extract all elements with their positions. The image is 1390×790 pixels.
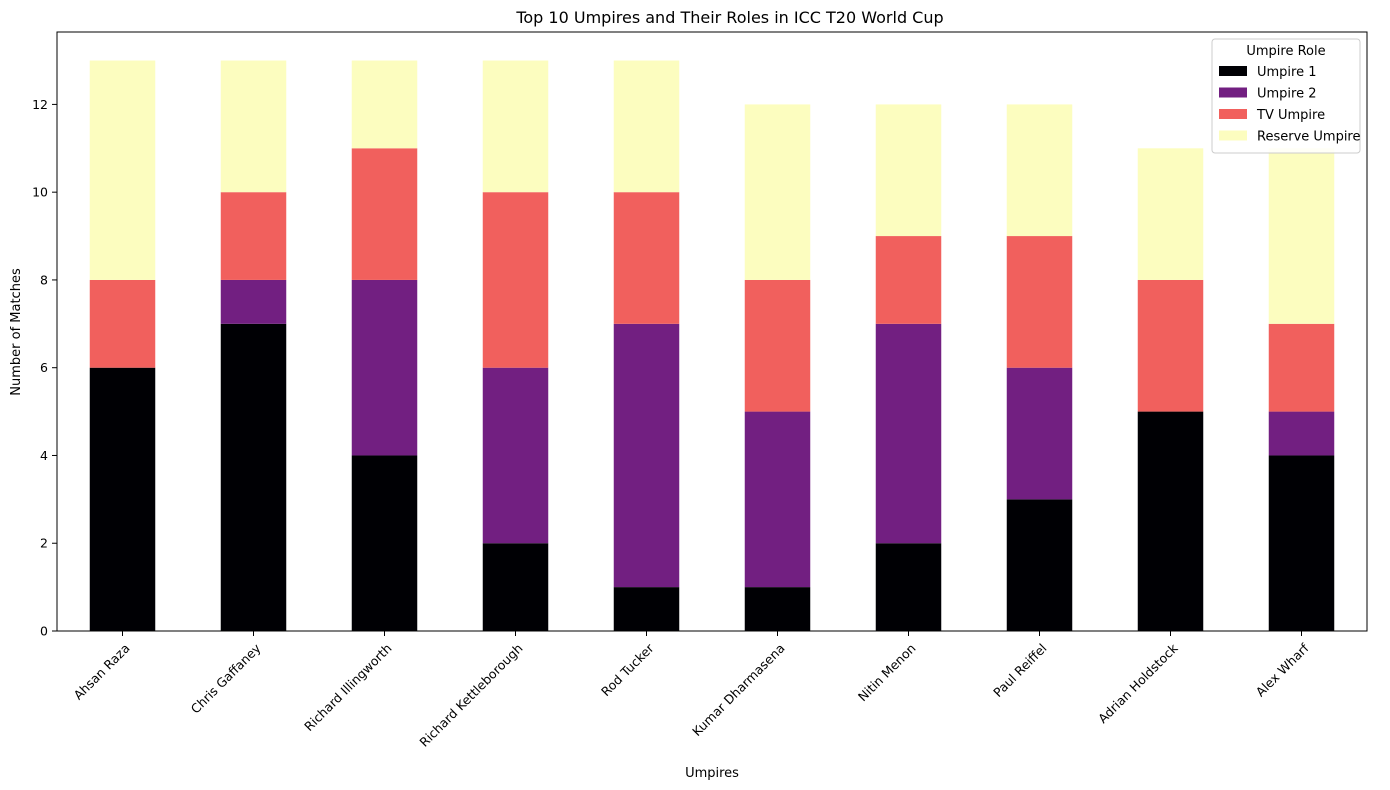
bar-segment-reserve-umpire [482,60,549,193]
x-tick-label: Paul Reiffel [990,641,1049,700]
x-tick-label: Richard Kettleborough [416,641,525,750]
bar-segment-umpire-1 [482,543,549,631]
bar-segment-umpire-1 [875,543,942,631]
bar-segment-umpire-1 [1006,499,1073,631]
y-axis: 0 2 4 6 8 10 12 [32,97,57,639]
y-tick-label: 10 [32,185,48,200]
bar-segment-tv-umpire [875,236,942,324]
bar-segment-umpire-1 [351,455,418,631]
legend: Umpire Role Umpire 1 Umpire 2 TV Umpire Rese… [1211,38,1361,154]
x-axis: Ahsan Raza Chris Gaffaney Richard Illingwo… [71,631,1312,750]
bar-segment-umpire-1 [1137,411,1204,631]
bar-segment-tv-umpire [744,279,811,412]
bar-segment-umpire-1 [613,587,680,631]
y-tick-label: 0 [40,624,48,639]
legend-label: TV Umpire [1256,108,1325,123]
legend-label: Reserve Umpire [1257,130,1361,145]
bar-segment-umpire-2 [482,367,549,544]
bar-segment-tv-umpire [613,192,680,324]
bar-segment-reserve-umpire [613,60,680,193]
x-tick-label: Rod Tucker [598,640,657,699]
legend-swatch [1219,87,1247,98]
bar-segment-reserve-umpire [744,104,811,280]
x-tick-label: Ahsan Raza [71,641,133,703]
y-tick-label: 4 [40,448,48,463]
bar-segment-reserve-umpire [875,104,942,237]
bar-segment-tv-umpire [1006,236,1073,368]
bar-segment-umpire-1 [744,587,811,631]
bar-segment-reserve-umpire [1268,148,1335,324]
bar-segment-umpire-2 [1268,411,1335,456]
x-axis-label: Umpires [685,766,739,781]
bar-segment-reserve-umpire [1137,148,1204,280]
y-axis-label: Number of Matches [9,268,24,396]
bar-segment-umpire-2 [351,279,418,456]
chart-title: Top 10 Umpires and Their Roles in ICC T2… [515,8,943,27]
bar-segment-tv-umpire [482,192,549,368]
bar-segment-umpire-2 [220,279,287,324]
bar-segment-tv-umpire [89,279,156,368]
legend-title: Umpire Role [1246,44,1325,59]
plot-frame [56,31,1368,632]
x-tick-label: Kumar Dharmasena [689,641,787,739]
x-tick-label: Adrian Holdstock [1095,640,1181,726]
legend-swatch [1219,109,1247,119]
bar-segment-reserve-umpire [89,60,156,280]
bar-segment-tv-umpire [351,148,418,280]
bar-segment-reserve-umpire [220,60,287,193]
bar-segment-umpire-1 [220,323,287,631]
bars-group [89,60,1335,631]
bar-segment-tv-umpire [1268,323,1335,412]
bar-segment-umpire-2 [1006,367,1073,500]
y-tick-label: 12 [32,97,48,112]
y-tick-label: 2 [40,536,48,551]
bar-segment-umpire-2 [875,323,942,544]
bar-segment-reserve-umpire [1006,104,1073,237]
bar-segment-tv-umpire [220,192,287,280]
bar-segment-umpire-2 [613,323,680,588]
bar-segment-umpire-1 [1268,455,1335,631]
legend-swatch [1219,66,1247,76]
x-tick-label: Richard Illingworth [301,641,395,735]
bar-segment-umpire-2 [744,411,811,588]
y-tick-label: 6 [40,360,48,375]
bar-segment-reserve-umpire [351,60,418,149]
x-tick-label: Chris Gaffaney [188,640,264,716]
x-tick-label: Alex Wharf [1253,640,1312,699]
legend-box [1211,38,1361,154]
y-tick-label: 8 [40,272,48,287]
legend-label: Umpire 2 [1257,87,1317,102]
legend-label: Umpire 1 [1257,65,1317,80]
legend-swatch [1219,130,1247,141]
bar-segment-umpire-1 [89,367,156,631]
x-tick-label: Nitin Menon [855,641,919,705]
bar-segment-tv-umpire [1137,279,1204,412]
